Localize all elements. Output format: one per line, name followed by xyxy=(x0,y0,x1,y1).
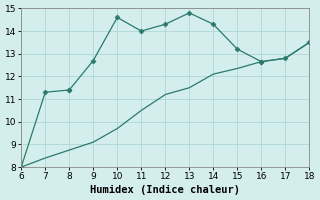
X-axis label: Humidex (Indice chaleur): Humidex (Indice chaleur) xyxy=(90,185,240,195)
